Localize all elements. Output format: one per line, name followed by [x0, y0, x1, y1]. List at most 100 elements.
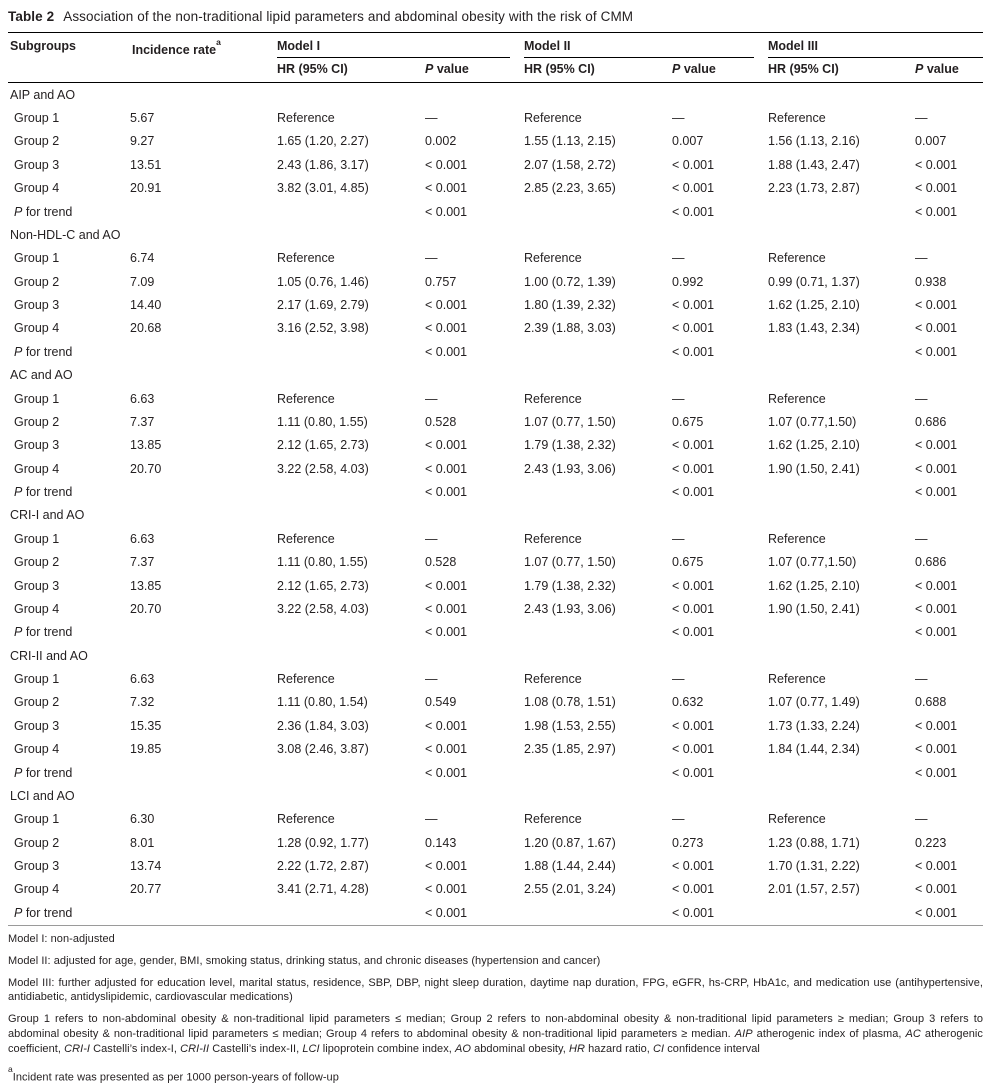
cell-m2-hr: 1.55 (1.13, 2.15)	[524, 134, 616, 149]
column-header-m3-pvalue: P value	[915, 58, 983, 83]
row-label-group: Group 4	[14, 882, 60, 897]
row-label-group: Group 1	[14, 672, 60, 687]
table-row: Group 1 6.63 Reference — Reference — Reference…	[8, 667, 983, 690]
cell-m3-hr: 1.07 (0.77,1.50)	[768, 555, 857, 570]
cell-incidence-rate: 7.32	[130, 695, 155, 710]
table-caption: Association of the non-traditional lipid…	[63, 9, 634, 24]
cell-m1-pvalue: < 0.001	[425, 485, 468, 500]
cell-m2-hr: 2.35 (1.85, 2.97)	[524, 742, 616, 757]
cell-m1-hr: 3.41 (2.71, 4.28)	[277, 882, 369, 897]
row-label-group: Group 3	[14, 859, 60, 874]
cell-m2-hr: 1.79 (1.38, 2.32)	[524, 578, 616, 593]
cell-incidence-rate	[130, 621, 277, 644]
cell-incidence-rate: 13.51	[130, 157, 162, 172]
cell-m1-hr	[277, 901, 425, 925]
cell-m1-pvalue: —	[425, 251, 438, 266]
cell-m1-hr: Reference	[277, 812, 335, 827]
cell-incidence-rate	[130, 200, 277, 223]
footnote-model-1: Model I: non-adjusted	[8, 932, 115, 945]
row-label-p-for-trend: P for trend	[14, 625, 73, 640]
cell-m1-pvalue: < 0.001	[425, 882, 468, 897]
cell-m3-pvalue: < 0.001	[915, 905, 958, 920]
row-label-group: Group 3	[14, 438, 60, 453]
cell-m3-pvalue: —	[915, 812, 928, 827]
cell-m1-pvalue: 0.757	[425, 274, 457, 289]
cell-m2-pvalue: < 0.001	[672, 718, 715, 733]
cell-m3-hr: 1.56 (1.13, 2.16)	[768, 134, 860, 149]
cell-m2-pvalue: < 0.001	[672, 298, 715, 313]
table-row: Group 3 13.85 2.12 (1.65, 2.73) < 0.001 1.79…	[8, 574, 983, 597]
table-row: Group 1 6.30 Reference — Reference — Reference…	[8, 808, 983, 831]
cell-m3-hr	[768, 200, 915, 223]
cell-m2-pvalue: 0.992	[672, 274, 704, 289]
section-row: AIP and AO	[8, 83, 983, 107]
cell-m3-pvalue: 0.688	[915, 695, 947, 710]
table-body: AIP and AO Group 1 5.67 Reference — Reference…	[8, 83, 983, 926]
cell-incidence-rate: 7.09	[130, 274, 155, 289]
cell-m2-hr	[524, 200, 672, 223]
column-header-model-2: Model II	[524, 33, 768, 58]
cell-m2-hr: 2.43 (1.93, 3.06)	[524, 601, 616, 616]
table-row: Group 4 20.91 3.82 (3.01, 4.85) < 0.001 2.85…	[8, 177, 983, 200]
cell-m2-pvalue: 0.007	[672, 134, 704, 149]
cell-m3-hr: 1.07 (0.77, 1.49)	[768, 695, 860, 710]
cell-incidence-rate	[130, 340, 277, 363]
section-row: AC and AO	[8, 364, 983, 387]
cell-m3-pvalue: —	[915, 111, 928, 126]
cell-incidence-rate: 6.63	[130, 672, 155, 687]
table-row: Group 3 13.51 2.43 (1.86, 3.17) < 0.001 2.07…	[8, 153, 983, 176]
cell-m2-hr	[524, 761, 672, 784]
cell-incidence-rate: 19.85	[130, 742, 162, 757]
cell-m2-hr: Reference	[524, 812, 582, 827]
cell-m3-hr	[768, 480, 915, 503]
cell-m1-pvalue: < 0.001	[425, 742, 468, 757]
cell-m3-hr: 1.23 (0.88, 1.71)	[768, 835, 860, 850]
cell-incidence-rate: 7.37	[130, 555, 155, 570]
cell-m2-pvalue: < 0.001	[672, 882, 715, 897]
cell-m2-pvalue: < 0.001	[672, 344, 715, 359]
cell-m2-hr: Reference	[524, 251, 582, 266]
section-label: CRI-I and AO	[10, 508, 85, 523]
cell-incidence-rate: 13.85	[130, 578, 162, 593]
cell-m3-hr: 1.90 (1.50, 2.41)	[768, 601, 860, 616]
cell-m3-hr: Reference	[768, 812, 826, 827]
cell-incidence-rate: 6.63	[130, 531, 155, 546]
table-row: P for trend < 0.001 < 0.001 < 0.001	[8, 200, 983, 223]
row-label-group: Group 3	[14, 578, 60, 593]
cell-incidence-rate: 5.67	[130, 111, 155, 126]
cell-m2-pvalue: < 0.001	[672, 485, 715, 500]
cell-m1-hr: 1.65 (1.20, 2.27)	[277, 134, 369, 149]
cell-incidence-rate	[130, 761, 277, 784]
cell-m2-pvalue: < 0.001	[672, 578, 715, 593]
cell-m2-pvalue: < 0.001	[672, 859, 715, 874]
cell-m2-pvalue: < 0.001	[672, 905, 715, 920]
cell-m3-pvalue: 0.686	[915, 414, 947, 429]
cell-m2-pvalue: —	[672, 812, 685, 827]
cell-incidence-rate: 20.70	[130, 601, 162, 616]
cell-incidence-rate: 8.01	[130, 835, 155, 850]
cell-m3-pvalue: < 0.001	[915, 578, 958, 593]
cell-m3-hr: 0.99 (0.71, 1.37)	[768, 274, 860, 289]
table-row: Group 2 9.27 1.65 (1.20, 2.27) 0.002 1.55 (1…	[8, 130, 983, 153]
cell-m2-pvalue: < 0.001	[672, 601, 715, 616]
row-label-group: Group 1	[14, 111, 60, 126]
cell-m1-pvalue: < 0.001	[425, 578, 468, 593]
row-label-group: Group 4	[14, 601, 60, 616]
section-label: AIP and AO	[10, 87, 76, 102]
cell-m3-hr: 1.62 (1.25, 2.10)	[768, 578, 860, 593]
cell-m1-hr: 2.36 (1.84, 3.03)	[277, 718, 369, 733]
cell-m3-hr: 2.01 (1.57, 2.57)	[768, 882, 860, 897]
cell-m1-pvalue: 0.002	[425, 134, 457, 149]
cell-m3-pvalue: < 0.001	[915, 859, 958, 874]
cell-m2-pvalue: < 0.001	[672, 157, 715, 172]
cell-m1-hr: 2.43 (1.86, 3.17)	[277, 157, 369, 172]
cell-incidence-rate	[130, 901, 277, 925]
cell-m3-pvalue: —	[915, 391, 928, 406]
cell-m3-pvalue: 0.938	[915, 274, 947, 289]
cell-incidence-rate: 6.30	[130, 812, 155, 827]
cell-incidence-rate	[130, 480, 277, 503]
table-row: Group 2 7.32 1.11 (0.80, 1.54) 0.549 1.08 (0…	[8, 691, 983, 714]
row-label-group: Group 2	[14, 695, 60, 710]
column-header-model-1: Model I	[277, 33, 524, 58]
table-row: Group 4 20.70 3.22 (2.58, 4.03) < 0.001 2.43…	[8, 597, 983, 620]
